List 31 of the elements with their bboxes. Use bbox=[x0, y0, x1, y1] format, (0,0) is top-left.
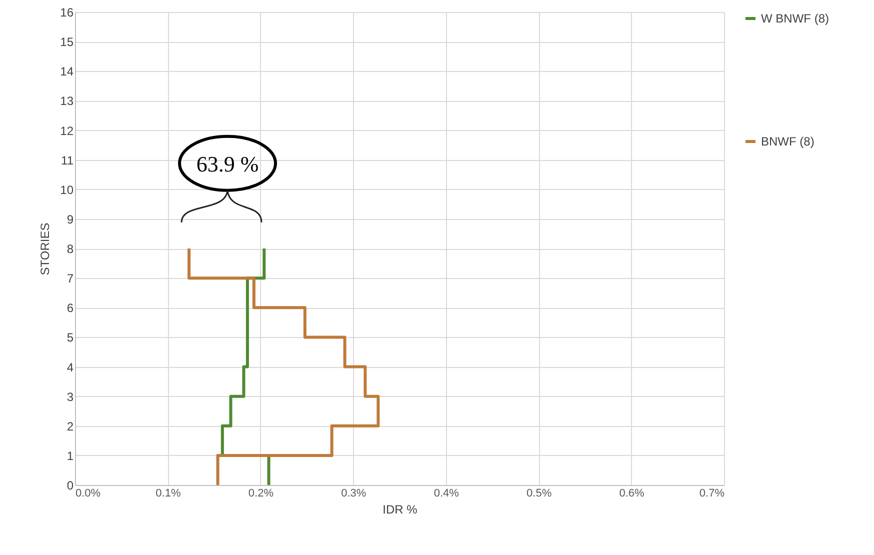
y-tick-label: 6 bbox=[66, 301, 74, 316]
y-tick-label: 5 bbox=[66, 330, 74, 345]
y-tick-label: 4 bbox=[66, 360, 74, 374]
y-tick-label: 11 bbox=[61, 153, 74, 168]
x-tick-label: 0.2% bbox=[248, 488, 274, 500]
x-tick-label: 0.0% bbox=[76, 488, 101, 500]
x-tick-label: 0.6% bbox=[619, 488, 645, 500]
y-tick-label: 0 bbox=[66, 478, 74, 492]
x-tick-label: 0.5% bbox=[526, 488, 552, 500]
y-tick-label: 3 bbox=[66, 390, 74, 404]
legend-label: W BNWF (8) bbox=[761, 12, 829, 26]
y-tick-label: 12 bbox=[60, 124, 74, 138]
y-tick-label: 14 bbox=[60, 64, 74, 79]
x-axis-title: IDR % bbox=[382, 502, 418, 516]
line-series bbox=[188, 247, 380, 486]
x-tick-label: 0.4% bbox=[434, 488, 460, 500]
annotation: 63.9 % bbox=[196, 151, 259, 176]
y-axis-title: STORIES bbox=[38, 222, 52, 276]
x-tick-label: 0.7% bbox=[699, 488, 725, 500]
y-tick-label: 9 bbox=[66, 212, 74, 226]
y-tick-label: 15 bbox=[60, 35, 74, 50]
y-tick-label: 7 bbox=[66, 272, 74, 286]
y-tick-label: 2 bbox=[66, 419, 74, 434]
y-tick-label: 13 bbox=[60, 94, 74, 108]
y-tick-label: 10 bbox=[60, 182, 74, 197]
x-tick-label: 0.1% bbox=[156, 488, 181, 500]
legend-label: BNWF (8) bbox=[761, 134, 814, 148]
x-tick-label: 0.3% bbox=[341, 488, 366, 500]
y-tick-label: 16 bbox=[60, 6, 74, 20]
y-tick-label: 1 bbox=[66, 448, 74, 463]
y-tick-label: 8 bbox=[66, 242, 74, 256]
